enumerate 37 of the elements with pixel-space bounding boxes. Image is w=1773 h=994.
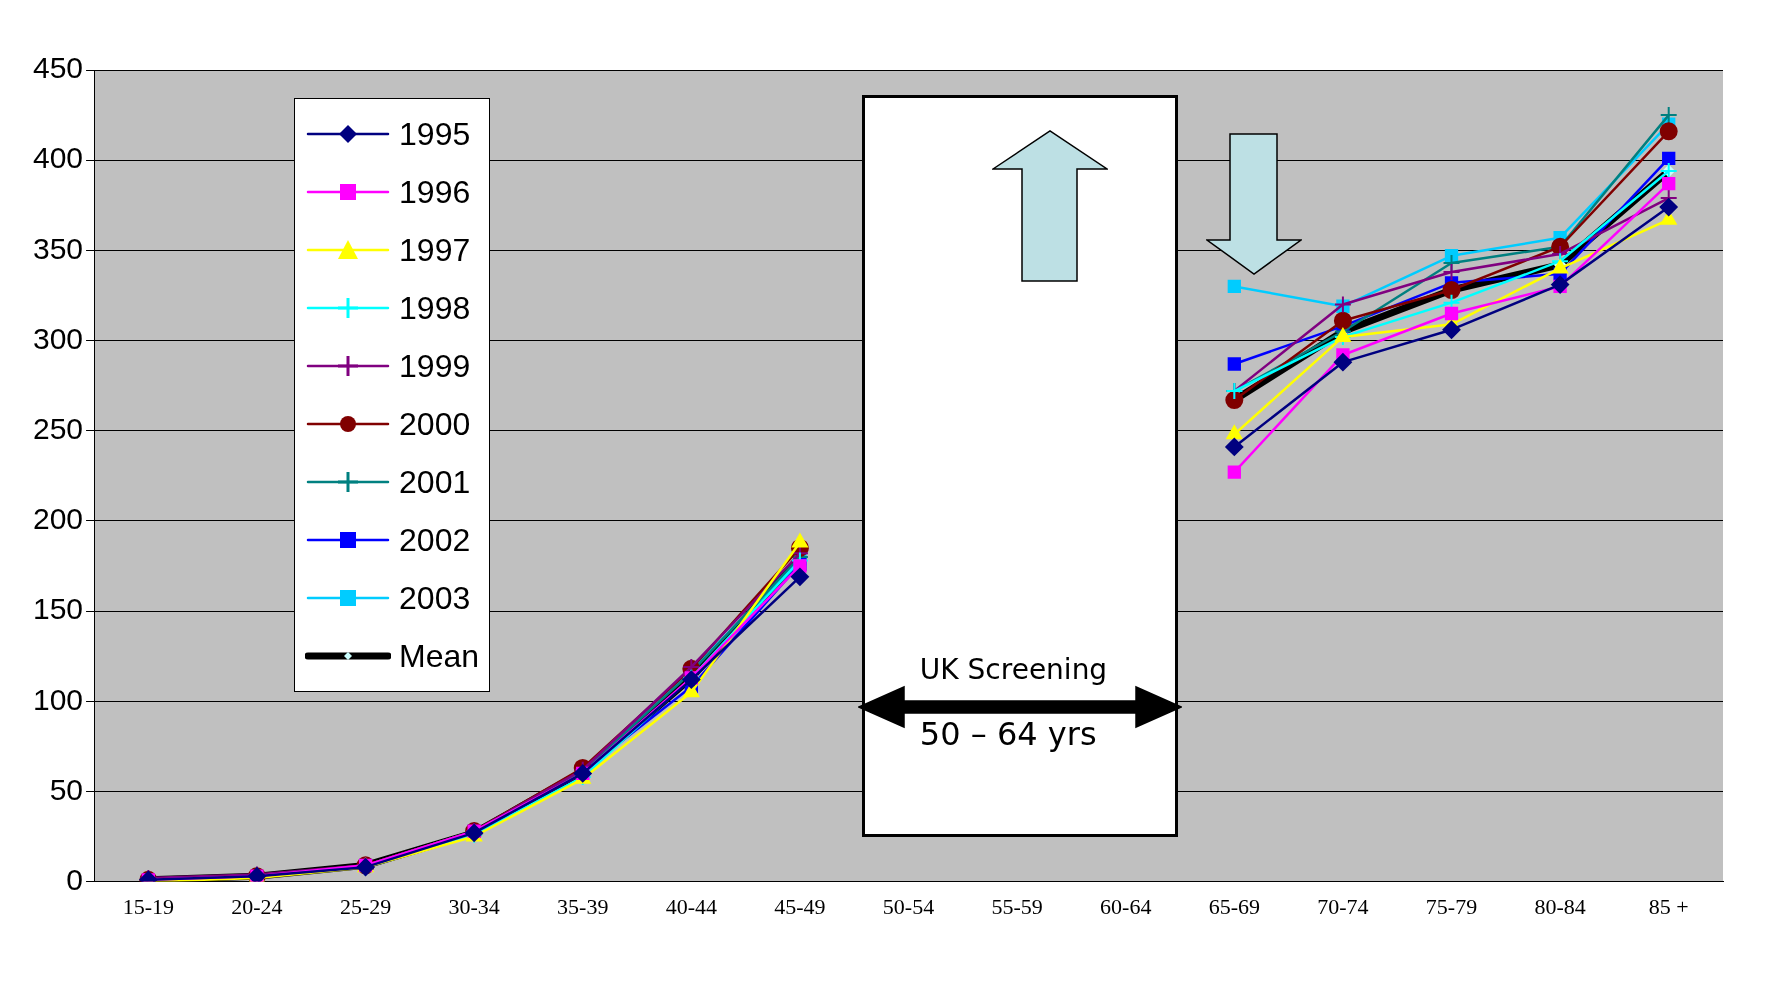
legend-label: 2001 bbox=[399, 463, 471, 501]
x-tick-label: 45-49 bbox=[774, 893, 826, 919]
y-tick-label: 250 bbox=[32, 411, 84, 445]
x-tick-label: 40-44 bbox=[665, 893, 717, 919]
legend-label: Mean bbox=[399, 637, 480, 675]
x-tick-label: 15-19 bbox=[122, 893, 175, 919]
legend-label: 2002 bbox=[399, 521, 471, 559]
y-tick-label: 400 bbox=[32, 141, 84, 175]
x-tick-label: 50-54 bbox=[882, 893, 935, 919]
y-tick-label: 450 bbox=[32, 51, 84, 85]
legend-label: 2003 bbox=[399, 579, 471, 617]
x-tick-label: 35-39 bbox=[557, 893, 609, 919]
x-tick-label: 60-64 bbox=[1100, 893, 1152, 919]
y-tick-label: 350 bbox=[32, 231, 84, 265]
x-tick-label: 85 + bbox=[1648, 893, 1689, 919]
x-tick-label: 70-74 bbox=[1317, 893, 1369, 919]
x-tick-label: 65-69 bbox=[1208, 893, 1260, 919]
annotation: UK Screening bbox=[919, 653, 1108, 687]
y-tick-label: 300 bbox=[32, 321, 84, 355]
legend-label: 1997 bbox=[399, 231, 471, 269]
annotation: 50 – 64 yrs bbox=[919, 715, 1097, 754]
y-tick-label: 0 bbox=[66, 862, 84, 896]
y-tick-label: 200 bbox=[32, 502, 84, 536]
x-tick-label: 55-59 bbox=[991, 893, 1043, 919]
legend-label: 2000 bbox=[399, 405, 471, 443]
x-tick-label: 25-29 bbox=[339, 893, 392, 919]
legend-label: 1998 bbox=[399, 289, 471, 327]
x-tick-label: 75-79 bbox=[1425, 893, 1478, 919]
x-tick-label: 20-24 bbox=[231, 893, 283, 919]
legend-label: 1999 bbox=[399, 347, 471, 385]
x-tick-label: 80-84 bbox=[1534, 893, 1586, 919]
legend-label: 1996 bbox=[399, 173, 471, 211]
legend-label: 1995 bbox=[399, 115, 471, 153]
y-tick-label: 150 bbox=[32, 592, 84, 626]
y-tick-label: 100 bbox=[32, 682, 84, 716]
y-tick-label: 50 bbox=[49, 772, 84, 806]
x-tick-label: 30-34 bbox=[448, 893, 500, 919]
